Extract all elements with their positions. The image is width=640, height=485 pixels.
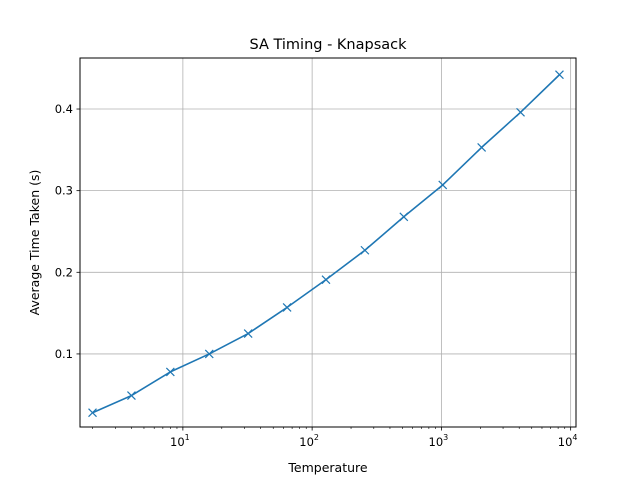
y-tick-label: 0.2	[55, 265, 73, 279]
x-axis-label: Temperature	[287, 460, 367, 475]
x-tick-exponent: 3	[443, 433, 448, 442]
data-point-marker	[88, 408, 97, 418]
y-axis-label: Average Time Taken (s)	[27, 170, 42, 316]
data-point-marker	[477, 142, 487, 152]
x-tick-label: 104	[558, 433, 578, 449]
data-point-marker	[204, 349, 214, 359]
x-tick-label: 102	[299, 433, 319, 449]
x-tick-label: 103	[429, 433, 449, 449]
data-point-marker	[516, 107, 525, 117]
data-point-marker	[321, 275, 331, 285]
y-tick-label: 0.4	[55, 102, 73, 116]
data-point-marker	[399, 212, 409, 222]
grid-layer	[80, 58, 576, 427]
chart-title: SA Timing - Knapsack	[249, 37, 407, 53]
x-tick-exponent: 4	[572, 433, 577, 442]
data-point-marker	[127, 391, 136, 400]
data-point-marker	[438, 180, 448, 190]
x-tick-exponent: 1	[185, 433, 190, 442]
data-point-marker	[243, 329, 253, 338]
series-layer	[88, 70, 564, 418]
plot-frame	[79, 57, 577, 428]
data-point-marker	[282, 302, 292, 312]
data-point-marker	[555, 70, 564, 80]
data-point-marker	[165, 367, 175, 377]
x-tick-exponent: 2	[314, 433, 319, 442]
x-tick-label: 101	[170, 433, 190, 449]
data-point-marker	[360, 245, 370, 255]
x-tick-base: 10	[558, 435, 573, 449]
x-tick-base: 10	[429, 435, 444, 449]
y-tick-label: 0.1	[55, 347, 73, 361]
x-tick-base: 10	[299, 435, 314, 449]
x-tick-base: 10	[170, 435, 185, 449]
y-tick-label: 0.3	[55, 184, 73, 198]
